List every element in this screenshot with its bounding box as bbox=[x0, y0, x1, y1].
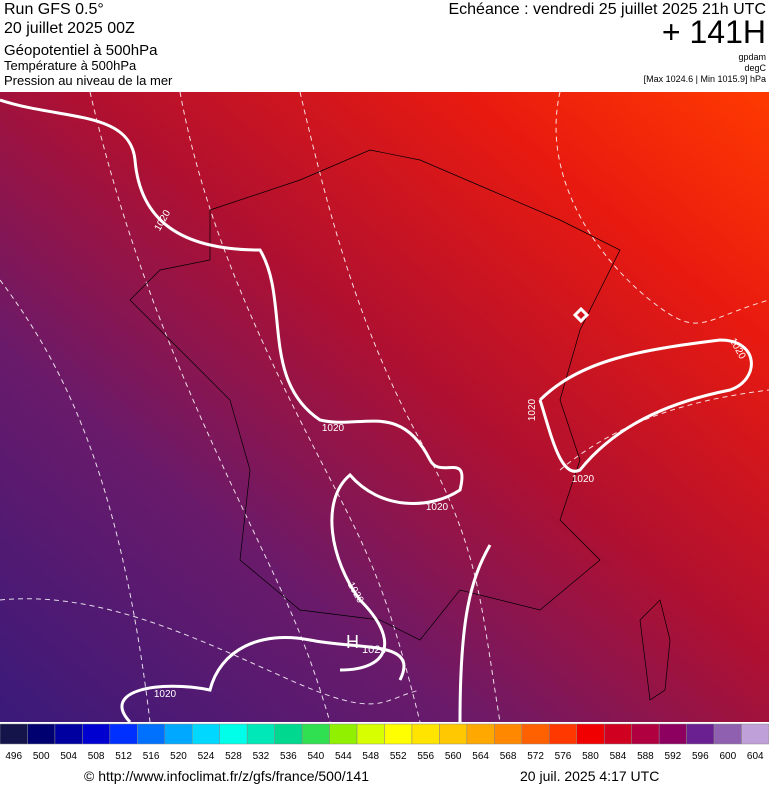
map bbox=[0, 91, 769, 724]
scale-swatch bbox=[219, 723, 248, 745]
scale-swatch bbox=[631, 723, 660, 745]
scale-swatch bbox=[137, 723, 166, 745]
high-pressure-value: 1024 bbox=[362, 644, 386, 656]
height-contour bbox=[89, 91, 331, 723]
scale-swatch bbox=[521, 723, 550, 745]
scale-swatch bbox=[658, 723, 687, 745]
scale-swatch bbox=[384, 723, 413, 745]
scale-label: 508 bbox=[88, 751, 105, 762]
timestamp: 20 juil. 2025 4:17 UTC bbox=[520, 768, 659, 784]
scale-swatch bbox=[329, 723, 358, 745]
scale-swatch bbox=[741, 723, 769, 745]
scale-label: 496 bbox=[5, 751, 22, 762]
scale-label: 552 bbox=[390, 751, 407, 762]
temperature-contour bbox=[559, 389, 769, 471]
isobar-label: 1020 bbox=[426, 502, 449, 513]
scale-label: 604 bbox=[747, 751, 764, 762]
isobar bbox=[0, 98, 464, 672]
scale-label: 572 bbox=[527, 751, 544, 762]
scale-swatch bbox=[192, 723, 220, 745]
high-pressure-letter: H bbox=[346, 632, 359, 652]
country-border bbox=[129, 149, 621, 641]
scale-label: 512 bbox=[115, 751, 132, 762]
scale-swatch bbox=[686, 723, 715, 745]
scale-label: 592 bbox=[665, 751, 682, 762]
scale-swatch bbox=[356, 723, 385, 745]
scale-label: 516 bbox=[143, 751, 160, 762]
isobar-label: 1020 bbox=[527, 398, 538, 421]
run-date: 20 juillet 2025 00Z bbox=[4, 20, 135, 37]
scale-swatch bbox=[164, 723, 193, 745]
isobar bbox=[538, 338, 753, 473]
layer-label: Pression au niveau de la mer bbox=[4, 73, 173, 88]
scale-label: 544 bbox=[335, 751, 352, 762]
color-scale: 496 500 504 508 512 516 520 524 528 532 536 540 544 5… bbox=[0, 723, 769, 762]
scale-label: 588 bbox=[637, 751, 654, 762]
scale-label: 500 bbox=[33, 751, 50, 762]
unit-label: [Max 1024.6 | Min 1015.9] hPa bbox=[644, 74, 766, 84]
map-field bbox=[0, 92, 769, 722]
isobar-label: 1020 bbox=[322, 423, 345, 434]
isobar-label: 1020 bbox=[572, 474, 595, 485]
height-contour bbox=[299, 91, 501, 723]
scale-label: 556 bbox=[417, 751, 434, 762]
scale-swatch bbox=[301, 723, 330, 745]
lead-time: + 141H bbox=[662, 14, 766, 50]
isobar-label: 1020 bbox=[154, 689, 177, 700]
echeance: Echéance : vendredi 25 juillet 2025 21h … bbox=[448, 1, 766, 18]
scale-label: 596 bbox=[692, 751, 709, 762]
scale-label: 580 bbox=[582, 751, 599, 762]
unit-label: gpdam bbox=[738, 52, 766, 62]
scale-swatch bbox=[549, 723, 577, 745]
scale-swatch bbox=[576, 723, 605, 745]
scale-label: 548 bbox=[362, 751, 379, 762]
scale-label: 568 bbox=[500, 751, 517, 762]
scale-swatch bbox=[246, 723, 275, 745]
scale-swatch bbox=[54, 723, 83, 745]
layer-label: Géopotentiel à 500hPa bbox=[4, 42, 158, 59]
source: © http://www.infoclimat.fr/z/gfs/france/… bbox=[84, 768, 369, 784]
scale-swatch bbox=[713, 723, 742, 745]
isobar bbox=[572, 306, 590, 324]
scale-label: 564 bbox=[472, 751, 489, 762]
scale-label: 524 bbox=[198, 751, 215, 762]
scale-label: 528 bbox=[225, 751, 242, 762]
scale-swatch bbox=[466, 723, 495, 745]
scale-swatch bbox=[603, 723, 632, 745]
scale-label: 504 bbox=[60, 751, 77, 762]
scale-label: 576 bbox=[555, 751, 572, 762]
scale-label: 540 bbox=[307, 751, 324, 762]
scale-label: 560 bbox=[445, 751, 462, 762]
isobar bbox=[120, 635, 406, 724]
scale-swatch bbox=[411, 723, 440, 745]
scale-label: 520 bbox=[170, 751, 187, 762]
scale-label: 584 bbox=[610, 751, 627, 762]
layer-label: Température à 500hPa bbox=[4, 58, 137, 73]
scale-swatch bbox=[274, 723, 303, 745]
run-title: Run GFS 0.5° bbox=[4, 1, 104, 18]
scale-swatch bbox=[494, 723, 523, 745]
corsica-outline bbox=[639, 599, 671, 701]
temperature-contour bbox=[0, 598, 421, 705]
isobar bbox=[458, 544, 492, 723]
unit-label: degC bbox=[744, 63, 766, 73]
scale-swatch bbox=[27, 723, 56, 745]
scale-label: 536 bbox=[280, 751, 297, 762]
height-contour bbox=[179, 91, 421, 723]
height-contour bbox=[555, 91, 769, 324]
scale-label: 532 bbox=[253, 751, 270, 762]
scale-swatch bbox=[439, 723, 468, 745]
scale-swatch bbox=[109, 723, 138, 745]
scale-label: 600 bbox=[719, 751, 736, 762]
scale-swatch bbox=[0, 723, 28, 745]
scale-swatch bbox=[82, 723, 111, 745]
